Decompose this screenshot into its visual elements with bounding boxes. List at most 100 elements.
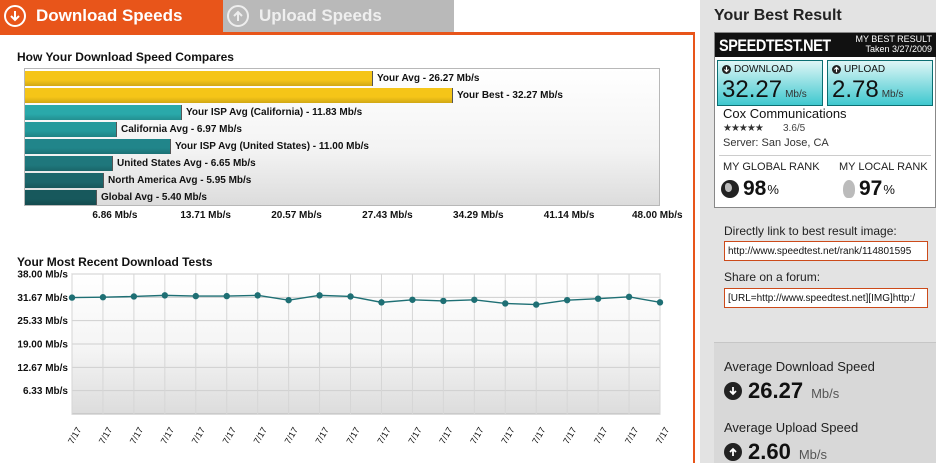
share-links: Directly link to best result image: http… bbox=[714, 212, 936, 316]
compare-chart-title: How Your Download Speed Compares bbox=[17, 50, 234, 64]
upload-arrow-icon bbox=[832, 65, 841, 74]
data-point[interactable] bbox=[563, 296, 571, 304]
compare-bar-label: Global Avg - 5.40 Mb/s bbox=[101, 192, 207, 203]
global-rank-label: MY GLOBAL RANK bbox=[723, 161, 820, 173]
data-point[interactable] bbox=[409, 296, 416, 303]
avg-download-label: Average Download Speed bbox=[724, 359, 875, 374]
x-tick-label: 7/17 bbox=[128, 425, 145, 445]
download-arrow-icon bbox=[722, 65, 731, 74]
upload-gauge-unit: Mb/s bbox=[881, 89, 904, 100]
speedtest-logo: SPEEDTEST.NET bbox=[719, 36, 831, 55]
x-tick-label: 7/17 bbox=[97, 425, 114, 445]
taken-date: Taken 3/27/2009 bbox=[865, 44, 932, 54]
local-rank-value: 97 bbox=[859, 177, 883, 200]
data-point[interactable] bbox=[594, 295, 602, 302]
compare-bar-label: United States Avg - 6.65 Mb/s bbox=[117, 158, 256, 169]
data-point[interactable] bbox=[254, 292, 261, 299]
compare-bar-label: Your Avg - 26.27 Mb/s bbox=[377, 73, 480, 84]
tab-underline bbox=[0, 32, 695, 35]
arrow-down-icon bbox=[4, 5, 26, 27]
compare-x-tick: 27.43 Mb/s bbox=[362, 210, 413, 221]
y-tick-label: 19.00 Mb/s bbox=[17, 340, 68, 351]
data-point[interactable] bbox=[656, 299, 664, 306]
compare-bar bbox=[25, 190, 97, 205]
x-tick-label: 7/17 bbox=[283, 425, 300, 445]
local-rank-percent: % bbox=[883, 181, 895, 197]
data-point[interactable] bbox=[471, 296, 478, 303]
tab-bar: Download Speeds Upload Speeds bbox=[0, 0, 700, 32]
compare-x-tick: 48.00 Mb/s bbox=[632, 210, 683, 221]
server-location: Server: San Jose, CA bbox=[723, 137, 829, 149]
data-point[interactable] bbox=[161, 292, 169, 299]
download-gauge-label: DOWNLOAD bbox=[734, 64, 793, 75]
y-tick-label: 12.67 Mb/s bbox=[17, 363, 68, 374]
download-gauge-value: 32.27 bbox=[722, 76, 783, 103]
tab-download-speeds[interactable]: Download Speeds bbox=[0, 0, 223, 32]
compare-bar-label: Your Best - 32.27 Mb/s bbox=[457, 90, 563, 101]
x-tick-label: 7/17 bbox=[375, 425, 392, 445]
x-tick-label: 7/17 bbox=[190, 425, 207, 445]
compare-bar-label: Your ISP Avg (California) - 11.83 Mb/s bbox=[186, 107, 363, 118]
x-tick-label: 7/17 bbox=[221, 425, 238, 445]
recent-tests-chart-svg: 38.00 Mb/s 31.67 Mb/s 25.33 Mb/s 19.00 Mb/s… bbox=[17, 270, 671, 446]
avg-upload-unit: Mb/s bbox=[798, 446, 827, 462]
y-tick-label: 38.00 Mb/s bbox=[17, 270, 68, 281]
compare-bar bbox=[25, 88, 453, 103]
data-point[interactable] bbox=[533, 301, 540, 308]
data-point[interactable] bbox=[378, 299, 385, 306]
average-speeds: Average Download Speed 26.27 Mb/s Averag… bbox=[714, 342, 936, 463]
global-rank-percent: % bbox=[767, 181, 779, 197]
best-result-panel: Your Best Result SPEEDTEST.NET MY BEST R… bbox=[700, 0, 936, 463]
recent-tests-line-chart: 38.00 Mb/s 31.67 Mb/s 25.33 Mb/s 19.00 Mb/s… bbox=[0, 236, 695, 446]
forum-code-field[interactable]: [URL=http://www.speedtest.net][IMG]http:… bbox=[724, 288, 928, 308]
my-best-result-label: MY BEST RESULT bbox=[855, 34, 932, 44]
image-link-field[interactable]: http://www.speedtest.net/rank/114801595 bbox=[724, 241, 928, 261]
upload-gauge-label: UPLOAD bbox=[844, 64, 886, 75]
tab-upload-speeds[interactable]: Upload Speeds bbox=[223, 0, 454, 32]
image-link-label: Directly link to best result image: bbox=[724, 224, 897, 238]
upload-arrow-icon bbox=[724, 443, 742, 461]
x-tick-label: 7/17 bbox=[66, 425, 83, 445]
data-point[interactable] bbox=[285, 296, 292, 304]
best-result-title: Your Best Result bbox=[714, 7, 842, 24]
data-point[interactable] bbox=[68, 294, 76, 301]
isp-name: Cox Communications bbox=[723, 106, 847, 121]
compare-x-tick: 13.71 Mb/s bbox=[180, 210, 231, 221]
x-tick-label: 7/17 bbox=[592, 425, 609, 445]
x-tick-label: 7/17 bbox=[530, 425, 547, 445]
forum-link-label: Share on a forum: bbox=[724, 270, 821, 284]
local-rank-label: MY LOCAL RANK bbox=[839, 161, 928, 173]
compare-bar bbox=[25, 173, 104, 188]
series-line bbox=[71, 294, 661, 306]
compare-bar bbox=[25, 122, 117, 137]
x-tick-label: 7/17 bbox=[344, 425, 361, 445]
data-point[interactable] bbox=[502, 300, 509, 307]
x-tick-label: 7/17 bbox=[406, 425, 423, 445]
data-point[interactable] bbox=[192, 292, 199, 300]
result-card-header: SPEEDTEST.NET MY BEST RESULT Taken 3/27/… bbox=[715, 33, 936, 57]
result-card[interactable]: SPEEDTEST.NET MY BEST RESULT Taken 3/27/… bbox=[714, 32, 936, 208]
x-tick-label: 7/17 bbox=[499, 425, 516, 445]
x-tick-label: 7/17 bbox=[654, 425, 671, 445]
x-tick-label: 7/17 bbox=[561, 425, 578, 445]
avg-download-value: 26.27 bbox=[748, 378, 804, 403]
compare-x-tick: 34.29 Mb/s bbox=[453, 210, 504, 221]
data-point[interactable] bbox=[625, 293, 633, 301]
avg-upload-value: 2.60 bbox=[748, 439, 791, 463]
best-result-caption: MY BEST RESULT Taken 3/27/2009 bbox=[855, 34, 932, 54]
compare-bar bbox=[25, 105, 182, 120]
compare-x-tick: 41.14 Mb/s bbox=[543, 210, 595, 221]
download-arrow-icon bbox=[724, 382, 742, 400]
data-point[interactable] bbox=[223, 292, 230, 300]
global-rank-value: 98 bbox=[743, 177, 767, 200]
x-tick-label: 7/17 bbox=[159, 425, 176, 445]
y-tick-label: 6.33 Mb/s bbox=[23, 386, 68, 397]
isp-rating: 3.6/5 bbox=[783, 123, 806, 134]
data-point[interactable] bbox=[347, 293, 354, 300]
data-point[interactable] bbox=[130, 293, 138, 300]
data-point[interactable] bbox=[440, 297, 447, 305]
data-point[interactable] bbox=[99, 294, 107, 301]
compare-bar-label: California Avg - 6.97 Mb/s bbox=[121, 124, 242, 135]
x-tick-label: 7/17 bbox=[313, 425, 330, 445]
data-point[interactable] bbox=[316, 292, 323, 299]
